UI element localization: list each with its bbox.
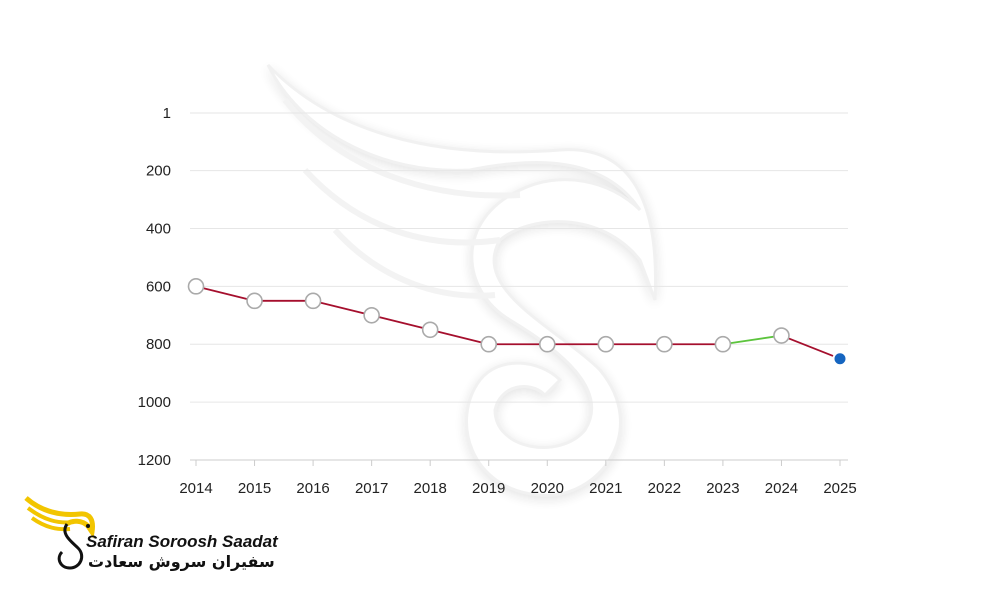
data-point[interactable] xyxy=(246,292,263,310)
x-tick-label: 2020 xyxy=(531,480,564,497)
data-markers xyxy=(187,278,848,367)
data-point[interactable] xyxy=(714,335,732,353)
data-point[interactable] xyxy=(538,335,556,353)
line-segment xyxy=(312,299,372,317)
grid-lines xyxy=(190,112,848,461)
x-tick-label: 2022 xyxy=(648,480,681,497)
line-segment xyxy=(781,334,841,360)
data-point[interactable] xyxy=(421,321,439,339)
x-tick-label: 2019 xyxy=(472,480,505,497)
y-tick-label: 1000 xyxy=(138,394,171,411)
y-tick-label: 1 xyxy=(163,105,171,122)
data-point[interactable] xyxy=(304,292,322,310)
data-point[interactable] xyxy=(480,335,498,353)
y-tick-label: 800 xyxy=(146,336,171,353)
data-point[interactable] xyxy=(597,335,615,353)
line-segment xyxy=(195,285,255,302)
x-tick-label: 2021 xyxy=(589,480,622,497)
x-tick-label: 2017 xyxy=(355,480,388,497)
data-point[interactable] xyxy=(363,306,380,324)
x-tick-label: 2025 xyxy=(823,480,856,497)
line-segment xyxy=(371,314,431,331)
data-point[interactable] xyxy=(656,335,673,353)
y-tick-label: 400 xyxy=(146,220,171,237)
line-segment xyxy=(429,328,489,346)
watermark-bird-logo xyxy=(266,63,658,497)
brand-logo: Safiran Soroosh Saadat سفیران سروش سعادت xyxy=(22,494,292,578)
x-tick-label: 2018 xyxy=(413,480,446,497)
brand-bird-icon xyxy=(24,496,95,570)
y-tick-label: 200 xyxy=(146,163,171,180)
data-point[interactable] xyxy=(187,278,205,295)
x-tick-label: 2023 xyxy=(706,480,739,497)
x-tick-label: 2014 xyxy=(179,480,212,497)
data-point[interactable] xyxy=(773,327,790,344)
y-tick-label: 1200 xyxy=(138,452,171,469)
x-tick-label: 2016 xyxy=(296,480,329,497)
x-tick-label: 2024 xyxy=(765,480,798,497)
data-point[interactable] xyxy=(832,351,848,367)
data-line xyxy=(195,285,841,360)
brand-name-english: Safiran Soroosh Saadat xyxy=(86,532,278,551)
brand-name-persian: سفیران سروش سعادت xyxy=(88,552,275,571)
x-axis: 2014 2015 2016 2017 2018 2019 2020 2021 2022 2023… xyxy=(179,460,857,497)
x-tick-label: 2015 xyxy=(238,480,271,497)
line-segment xyxy=(722,334,782,346)
y-tick-label: 600 xyxy=(146,278,171,295)
